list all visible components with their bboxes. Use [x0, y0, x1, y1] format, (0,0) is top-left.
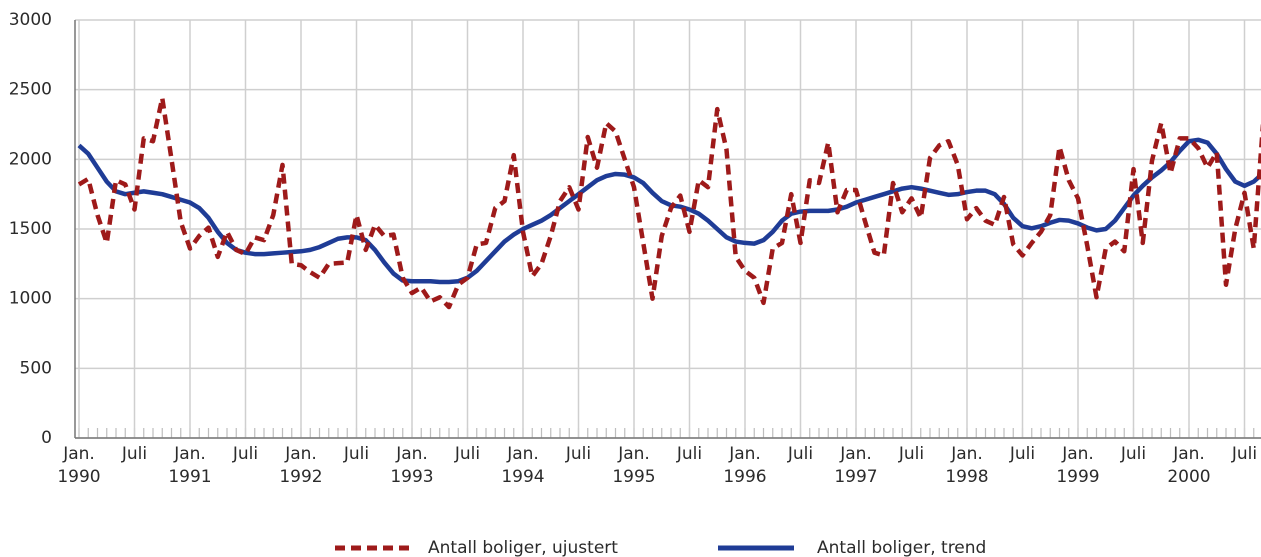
- x-tick-label: Juli: [1120, 444, 1146, 464]
- x-tick-label: Jan. 1994: [501, 444, 544, 487]
- legend-label: Antall boliger, ujustert: [428, 538, 618, 557]
- x-tick-label: Juli: [898, 444, 924, 464]
- x-tick-label: Jan. 1991: [168, 444, 211, 487]
- x-tick-label: Jan. 1998: [945, 444, 988, 487]
- x-tick-label: Jan. 1996: [723, 444, 766, 487]
- y-tick-label: 0: [41, 428, 52, 448]
- x-tick-label: Juli: [1231, 444, 1257, 464]
- x-tick-label: Jan. 1992: [279, 444, 322, 487]
- y-tick-label: 500: [20, 358, 52, 378]
- x-tick-label: Juli: [676, 444, 702, 464]
- y-tick-label: 1500: [9, 219, 52, 239]
- x-tick-label: Jan. 1997: [834, 444, 877, 487]
- x-tick-label: Jan. 1990: [57, 444, 100, 487]
- series-line: [77, 95, 1261, 310]
- x-tick-label: Jan. 1993: [390, 444, 433, 487]
- x-tick-label: Juli: [232, 444, 258, 464]
- y-tick-label: 2500: [9, 80, 52, 100]
- x-tick-label: Juli: [1009, 444, 1035, 464]
- x-tick-label: Juli: [343, 444, 369, 464]
- x-tick-label: Jan. 1999: [1056, 444, 1099, 487]
- x-tick-label: Jan. 1995: [612, 444, 655, 487]
- y-tick-label: 3000: [9, 10, 52, 30]
- x-tick-label: Juli: [787, 444, 813, 464]
- y-tick-label: 1000: [9, 289, 52, 309]
- legend-label: Antall boliger, trend: [817, 538, 986, 557]
- x-tick-label: Jan. 2000: [1167, 444, 1210, 487]
- x-tick-label: Juli: [121, 444, 147, 464]
- y-tick-label: 2000: [9, 149, 52, 169]
- x-tick-label: Juli: [565, 444, 591, 464]
- x-tick-label: Juli: [454, 444, 480, 464]
